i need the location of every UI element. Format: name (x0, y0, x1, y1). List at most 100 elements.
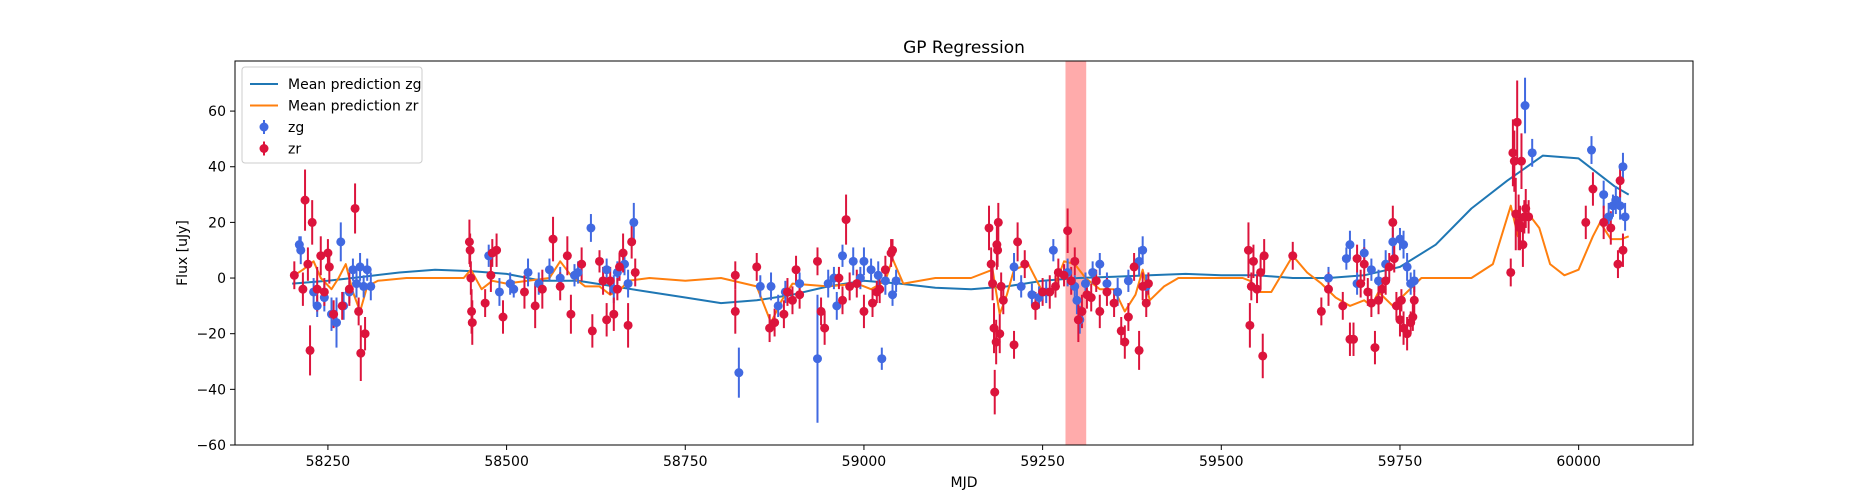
data-point-zg (1587, 145, 1597, 155)
data-point-zr (990, 387, 1000, 397)
data-point-zr (1613, 259, 1623, 269)
data-point-zr (1396, 295, 1406, 305)
data-point-zg (1409, 276, 1419, 286)
data-point-zg (1016, 281, 1026, 291)
data-point-zr (787, 295, 797, 305)
data-point-zr (1141, 298, 1151, 308)
data-point-zr (1091, 276, 1101, 286)
data-point-zg (296, 245, 306, 255)
data-point-zr (1599, 217, 1609, 227)
data-point-zr (329, 309, 339, 319)
data-point-zr (1352, 254, 1362, 264)
y-tick-label: −60 (196, 438, 226, 454)
data-point-zg (1123, 276, 1133, 286)
data-point-zr (555, 281, 565, 291)
data-point-zr (548, 234, 558, 244)
data-point-zr (1515, 223, 1525, 233)
data-point-zr (298, 284, 308, 294)
data-point-zr (1363, 287, 1373, 297)
legend-entry-Mean-prediction-zg: Mean prediction zg (250, 77, 422, 93)
legend: Mean prediction zg Mean prediction zr zg zr (241, 66, 423, 164)
data-point-zr (1606, 223, 1616, 233)
data-point-zg (629, 217, 639, 227)
data-point-zr (602, 315, 612, 325)
data-point-zr (816, 306, 826, 316)
data-point-zr (996, 281, 1006, 291)
data-point-zg (755, 281, 765, 291)
data-point-zr (1030, 301, 1040, 311)
data-point-zr (1252, 284, 1262, 294)
x-tick-label: 58750 (663, 454, 708, 470)
data-point-zg (555, 273, 565, 283)
data-point-zr (324, 262, 334, 272)
x-tick-label: 60000 (1556, 454, 1601, 470)
data-point-zg (832, 301, 842, 311)
data-point-zg (766, 281, 776, 291)
data-point-zr (1521, 203, 1531, 213)
data-point-zg (1618, 162, 1628, 172)
data-point-zr (1045, 287, 1055, 297)
data-point-zr (1120, 337, 1130, 347)
data-point-zr (630, 267, 640, 277)
data-point-zg (1027, 290, 1037, 300)
data-point-zr (530, 301, 540, 311)
data-point-zr (1316, 306, 1326, 316)
data-point-zg (891, 276, 901, 286)
data-point-zr (730, 270, 740, 280)
data-point-zr (623, 320, 633, 330)
data-point-zr (1256, 267, 1266, 277)
data-point-zg (1374, 276, 1384, 286)
data-point-zr (1508, 148, 1518, 158)
data-point-zr (1259, 251, 1269, 261)
data-point-zg (877, 354, 887, 364)
data-point-zr (1509, 156, 1519, 166)
x-tick-label: 59750 (1378, 454, 1423, 470)
data-point-zr (791, 265, 801, 275)
data-point-zr (986, 259, 996, 269)
data-point-zr (988, 279, 998, 289)
data-point-zg (1341, 254, 1351, 264)
data-point-zr (350, 203, 360, 213)
data-point-zr (354, 306, 364, 316)
data-point-zr (730, 306, 740, 316)
data-point-zr (1516, 156, 1526, 166)
data-point-zg (312, 301, 322, 311)
data-point-zr (598, 276, 608, 286)
data-point-zr (1009, 340, 1019, 350)
data-point-zr (360, 329, 370, 339)
data-point-zr (609, 309, 619, 319)
data-point-zg (1095, 259, 1105, 269)
legend-box (241, 66, 423, 164)
data-point-zr (1020, 259, 1030, 269)
data-point-zg (848, 256, 858, 266)
data-point-zr (1102, 287, 1112, 297)
data-point-zg (1388, 237, 1398, 247)
y-tick-label: 60 (208, 104, 226, 120)
data-point-zr (337, 301, 347, 311)
data-point-zg (1615, 201, 1625, 211)
data-point-zg (1009, 262, 1019, 272)
highlight-band-layer (1065, 61, 1087, 445)
data-point-zg (348, 265, 358, 275)
data-point-zg (509, 284, 519, 294)
data-point-zr (989, 323, 999, 333)
data-point-zr (1506, 267, 1516, 277)
data-point-zr (812, 256, 822, 266)
data-point-zr (1588, 184, 1598, 194)
legend-label: zg (288, 120, 304, 136)
x-tick-label: 59000 (842, 454, 887, 470)
data-point-zg (359, 281, 369, 291)
data-point-zr (820, 323, 830, 333)
data-point-zr (841, 215, 851, 225)
y-tick-label: 40 (208, 160, 226, 176)
data-point-zg (866, 265, 876, 275)
data-point-zg (888, 290, 898, 300)
data-point-zr (1063, 226, 1073, 236)
data-point-zr (305, 345, 315, 355)
data-point-zr (344, 284, 354, 294)
data-point-zr (834, 273, 844, 283)
data-point-zg (544, 265, 554, 275)
data-point-zr (1324, 284, 1333, 294)
data-point-zr (312, 284, 322, 294)
